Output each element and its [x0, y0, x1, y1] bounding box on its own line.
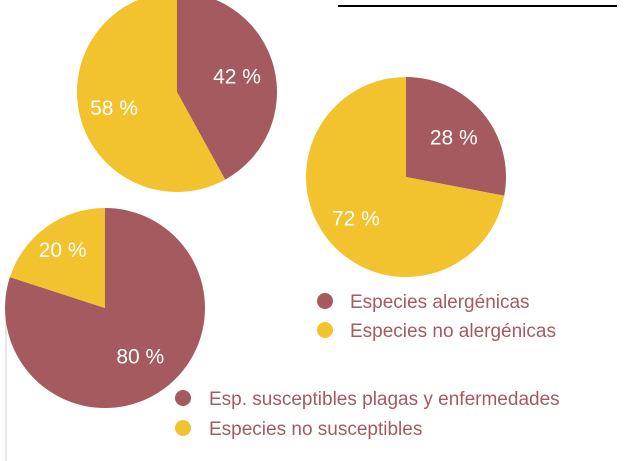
legend-label-allergenic: Especies alergénicas: [350, 292, 530, 313]
pie-chart-1: 42 % 58 %: [77, 0, 277, 192]
legend-marker-non-allergenic: [317, 322, 333, 338]
pie-3-slice-2-label: 20 %: [39, 239, 87, 262]
pie-3-slice-2: [9, 208, 105, 308]
pie-3-slice-1: [4, 208, 206, 408]
pie-chart-2: 28 % 72 %: [305, 77, 507, 277]
legend-allergenic: Especies alergénicas Especies no alergén…: [317, 292, 556, 342]
pie-2-slice-1: [406, 77, 507, 196]
legend-marker-allergenic: [317, 293, 333, 309]
pie-1-slice-2-label: 58 %: [90, 97, 138, 120]
pie-1-slice-1-label: 42 %: [213, 66, 261, 89]
legend-marker-non-susceptible: [175, 420, 191, 436]
pie-3-slice-1-label: 80 %: [116, 346, 164, 369]
pie-1-slice-1: [177, 0, 277, 180]
legend-label-non-susceptible: Especies no susceptibles: [209, 419, 422, 440]
legend-label-non-allergenic: Especies no alergénicas: [350, 321, 556, 342]
pie-chart-3: 80 % 20 %: [4, 208, 206, 408]
legend-marker-susceptible: [175, 390, 191, 406]
legend-label-susceptible: Esp. susceptibles plagas y enfermedades: [209, 389, 560, 410]
pie-2-slice-2-label: 72 %: [332, 207, 380, 230]
pie-2-slice-1-label: 28 %: [430, 126, 478, 149]
pie-1-slice-2: [77, 0, 226, 192]
pie-2-slice-2: [305, 77, 505, 277]
legend-susceptible: Esp. susceptibles plagas y enfermedades …: [175, 389, 560, 440]
